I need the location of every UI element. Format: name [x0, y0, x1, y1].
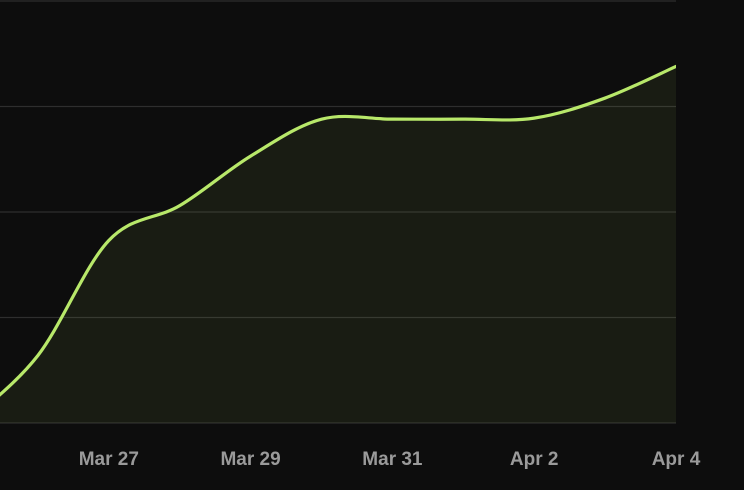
area — [0, 66, 676, 423]
x-tick-label: Mar 27 — [79, 449, 139, 470]
x-axis: Mar 27 Mar 29 Mar 31 Apr 2 Apr 4 — [79, 449, 701, 470]
x-tick-label: Apr 2 — [510, 449, 559, 470]
x-tick-label: Mar 29 — [220, 449, 280, 470]
x-tick-label: Mar 31 — [362, 449, 423, 470]
grid — [0, 0, 676, 424]
x-tick-label: Apr 4 — [652, 449, 701, 470]
plot-area — [0, 64, 676, 423]
line — [0, 64, 676, 397]
